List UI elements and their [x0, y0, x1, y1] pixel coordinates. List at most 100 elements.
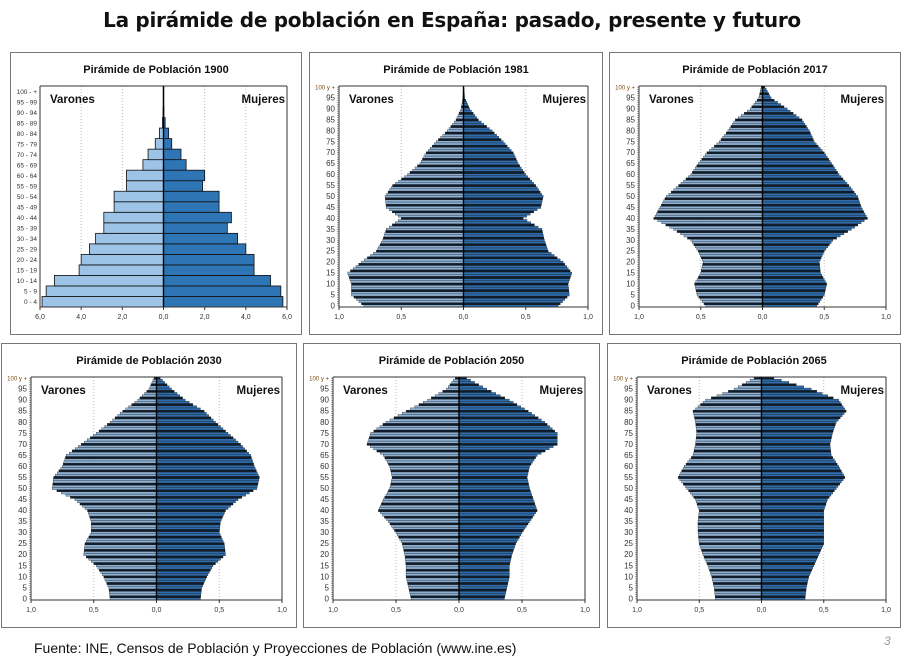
bar-female — [156, 434, 231, 437]
bar-female — [762, 123, 806, 126]
bar-male — [391, 471, 460, 475]
bar-male — [373, 429, 460, 433]
bar-male — [699, 274, 763, 277]
bar-male — [699, 252, 763, 255]
bar-female — [156, 478, 260, 481]
bar-female — [761, 425, 835, 428]
bar-male — [65, 493, 157, 497]
bar-female — [762, 131, 811, 135]
y-tick-label: 50 — [624, 484, 633, 493]
bar-female — [463, 175, 528, 179]
bar-male — [381, 502, 460, 506]
bar-male — [367, 256, 464, 260]
bar-female — [761, 427, 835, 431]
bar-male — [756, 98, 763, 102]
y-tick-label: 55 - 59 — [17, 183, 38, 190]
bar-male — [675, 186, 763, 189]
bar-male — [104, 577, 157, 581]
bar-female — [463, 221, 531, 225]
bar-female — [156, 462, 254, 466]
bar-female — [762, 217, 868, 220]
bar-female — [762, 199, 860, 203]
bar-female — [458, 392, 496, 395]
bar-male — [379, 425, 460, 428]
bar-male — [711, 147, 763, 150]
bar-female — [458, 507, 537, 510]
bar-female — [458, 518, 532, 521]
bar-female — [458, 401, 514, 404]
bar-male — [126, 169, 164, 182]
bar-male — [728, 390, 762, 393]
bar-female — [463, 142, 506, 146]
bar-female — [762, 105, 785, 109]
bar-male — [395, 221, 464, 225]
bar-male — [91, 529, 157, 532]
bar-female — [156, 566, 212, 570]
bar-male — [147, 148, 164, 161]
chart-title: Pirámide de Población 1900 — [83, 64, 229, 76]
bar-male — [350, 280, 464, 284]
y-tick-label: 80 — [624, 418, 633, 427]
bar-female — [762, 125, 807, 128]
bar-female — [163, 296, 284, 308]
bar-female — [761, 579, 808, 583]
bar-female — [156, 595, 201, 598]
bar-male — [84, 440, 157, 444]
bar-female — [761, 533, 824, 537]
bar-male — [435, 140, 464, 144]
bar-male — [358, 263, 464, 266]
bar-female — [463, 254, 555, 257]
y-tick-label: 90 — [624, 396, 633, 405]
bar-female — [156, 487, 258, 490]
bar-female — [762, 252, 824, 255]
bar-female — [156, 491, 250, 495]
bar-male — [347, 271, 464, 275]
bar-male — [101, 427, 157, 431]
bar-male — [64, 458, 157, 462]
bar-female — [761, 562, 815, 565]
bar-male — [659, 206, 763, 209]
bar-female — [762, 204, 861, 207]
y-tick-label: 40 — [326, 214, 335, 223]
y-tick-label: 15 — [624, 561, 633, 570]
x-tick-label: 0,5 — [521, 314, 531, 321]
bar-female — [762, 114, 797, 117]
bar-female — [463, 282, 569, 286]
bar-female — [156, 425, 221, 428]
bar-male — [410, 407, 460, 411]
bar-female — [156, 584, 203, 587]
bar-female — [458, 568, 510, 572]
bar-female — [761, 429, 834, 433]
bar-female — [156, 416, 212, 420]
bar-male — [661, 221, 763, 225]
source-footer: Fuente: INE, Censos de Población y Proye… — [34, 640, 517, 656]
bar-male — [701, 267, 763, 270]
bar-female — [458, 562, 511, 565]
bar-male — [406, 579, 460, 583]
bar-male — [154, 138, 164, 150]
bar-female — [458, 429, 555, 433]
bar-male — [379, 243, 464, 246]
bar-female — [463, 287, 569, 290]
bar-female — [458, 489, 531, 492]
x-tick-label: 4,0 — [76, 314, 86, 321]
y-tick-label: 75 — [326, 137, 335, 146]
bar-male — [109, 593, 157, 596]
bar-female — [762, 182, 848, 185]
bar-female — [463, 278, 570, 281]
bar-male — [714, 588, 762, 592]
bar-male — [149, 385, 157, 389]
bar-female — [463, 105, 469, 109]
bar-male — [681, 480, 762, 484]
y-tick-label: 60 - 64 — [17, 173, 38, 180]
bar-male — [384, 496, 460, 499]
y-tick-label: 30 — [326, 236, 335, 245]
bar-male — [698, 518, 762, 521]
y-tick-label: 95 — [326, 94, 335, 103]
bar-male — [84, 542, 157, 545]
bar-female — [156, 480, 259, 484]
bar-male — [440, 136, 464, 139]
bar-female — [458, 546, 515, 550]
bar-female — [458, 394, 501, 398]
bar-female — [762, 162, 832, 165]
